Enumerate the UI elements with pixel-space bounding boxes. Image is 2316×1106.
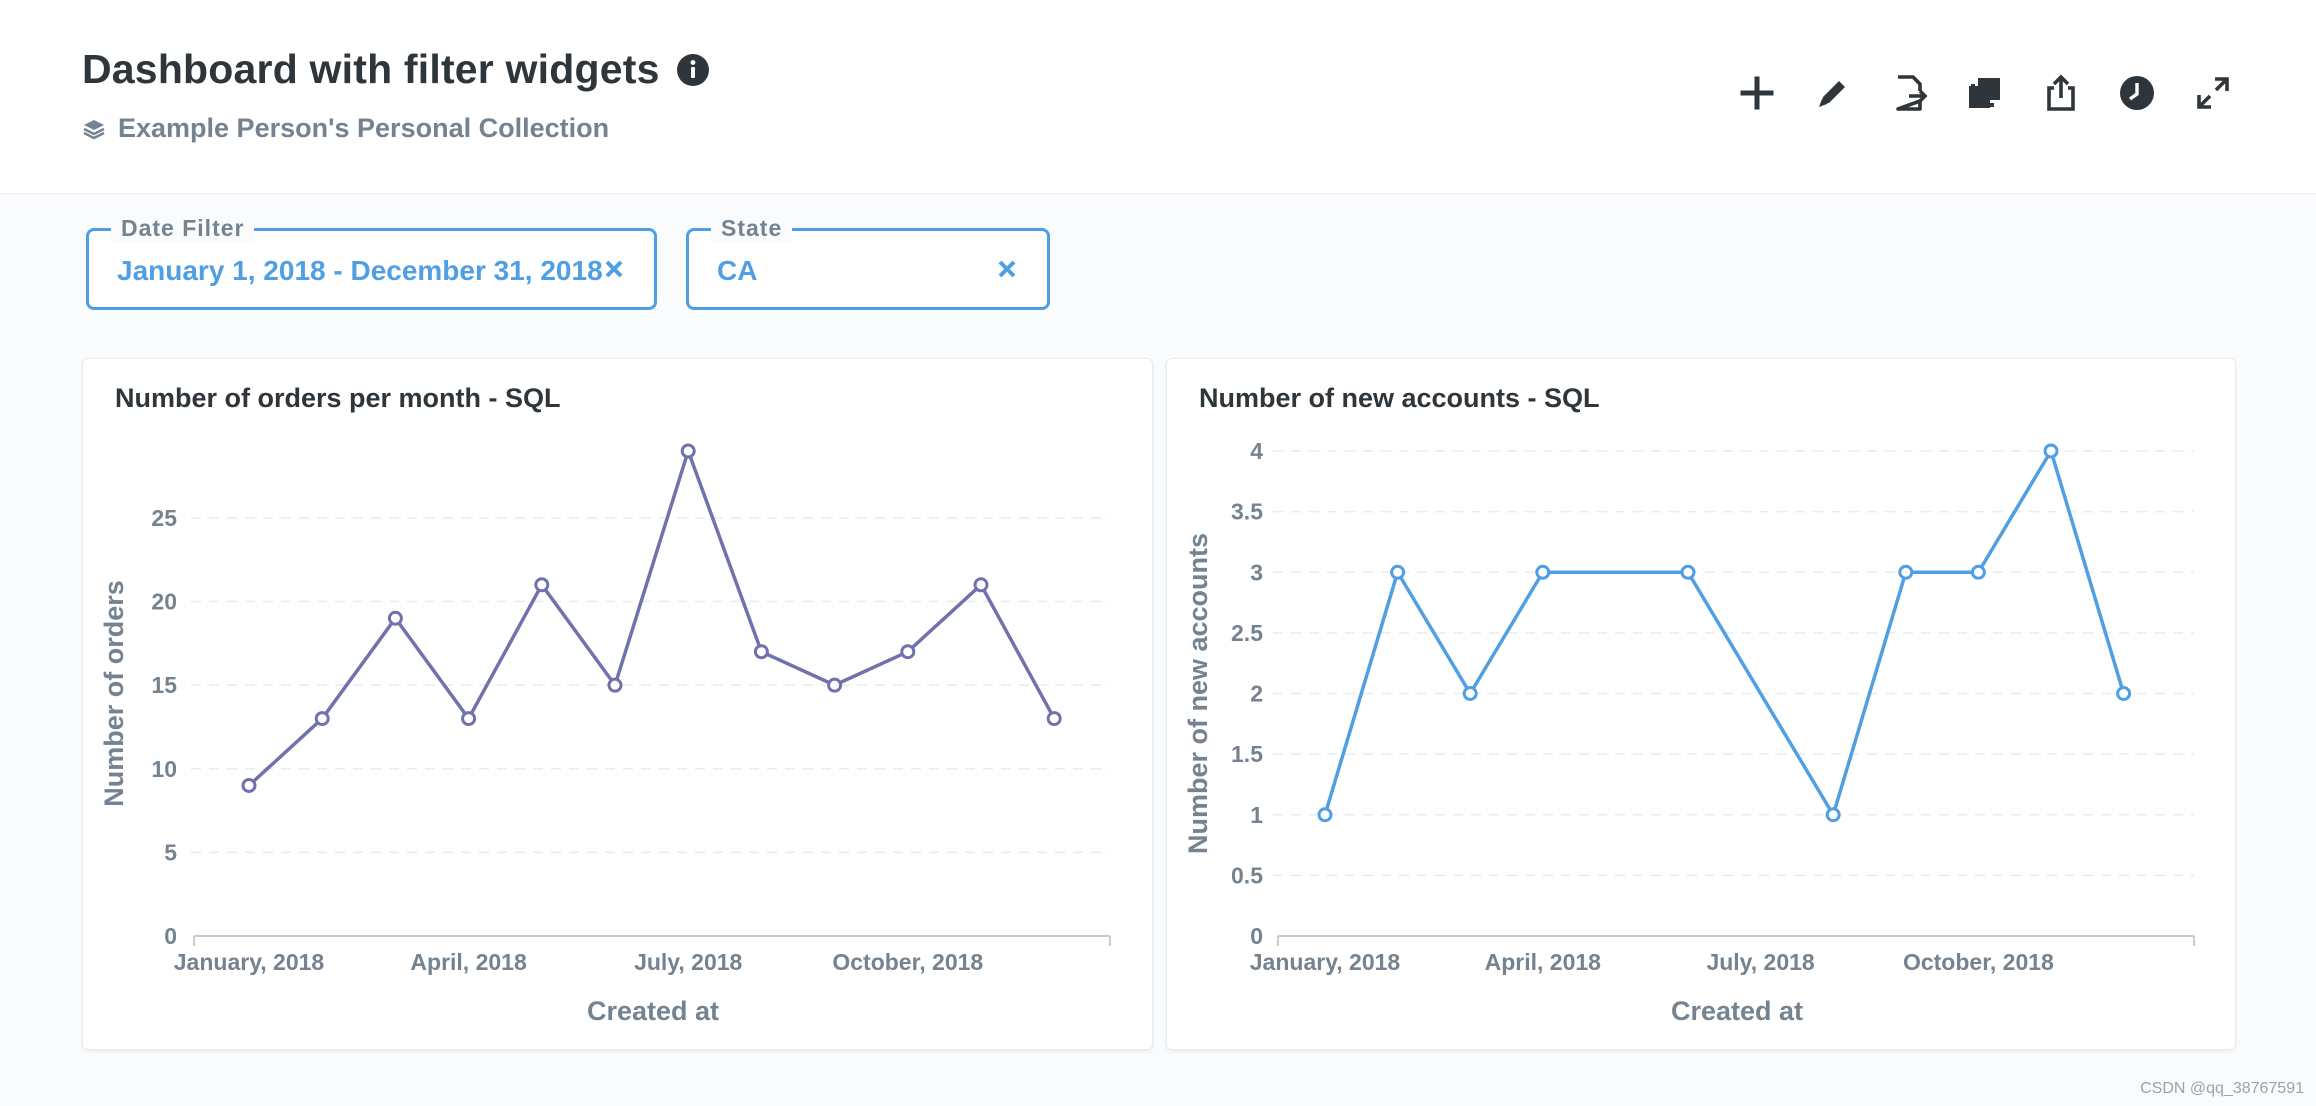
x-tick-label: April, 2018 [1485,949,1602,975]
data-point[interactable] [1825,807,1841,823]
duplicate-icon [1969,78,2000,108]
collection-name: Example Person's Personal Collection [118,113,610,143]
accounts-chart-card[interactable]: Number of new accounts - SQL 0 0.5 1 1.5 2 2.… [1166,358,2236,1050]
data-point[interactable] [1680,564,1696,580]
y-tick-label: 10 [151,756,177,782]
plus-icon [1740,76,1774,110]
auto-refresh-button[interactable] [2114,70,2160,116]
y-tick-label: 0 [164,923,177,949]
state-filter-widget[interactable]: State CA [686,215,1050,310]
orders-chart-card[interactable]: Number of orders per month - SQL 0 5 10 15 2… [82,358,1153,1050]
y-tick-label: 0 [1250,923,1263,949]
data-point[interactable] [1390,564,1406,580]
add-card-button[interactable] [1734,70,1780,116]
data-point[interactable] [2116,686,2132,701]
accounts-line-chart: 0 0.5 1 1.5 2 2.5 3 3.5 4 January, 2018 April, 201… [1183,438,2195,1026]
data-point[interactable] [314,711,330,727]
y-tick-label: 1.5 [1231,741,1263,767]
x-tick-label: July, 2018 [1706,949,1814,975]
watermark: CSDN @qq_38767591 [2140,1080,2304,1097]
y-tick-label: 5 [164,839,177,865]
date-filter-value[interactable]: January 1, 2018 - December 31, 2018 [117,255,603,286]
duplicate-button[interactable] [1962,70,2008,116]
collection-icon [82,117,106,141]
data-point[interactable] [1970,564,1986,580]
x-tick-label: July, 2018 [634,949,742,975]
fullscreen-icon [2197,77,2229,109]
data-point[interactable] [461,711,477,727]
fullscreen-button[interactable] [2190,70,2236,116]
edit-dashboard-button[interactable] [1810,70,1856,116]
pencil-icon [1819,81,1845,107]
close-icon [998,260,1016,278]
y-axis-label: Number of new accounts [1183,533,1213,854]
state-filter-label: State [711,215,793,242]
data-point[interactable] [2043,443,2059,459]
y-axis-label: Number of orders [99,580,129,807]
y-tick-label: 0.5 [1231,862,1263,888]
clock-icon [2120,76,2154,110]
data-point[interactable] [1462,686,1478,701]
orders-line-chart: 0 5 10 15 20 25 January, 2018 April, 2018 July, … [99,443,1111,1026]
data-point[interactable] [387,610,403,626]
y-tick-label: 3 [1250,559,1263,585]
data-point[interactable] [534,577,550,593]
date-filter-label: Date Filter [111,215,255,242]
data-point[interactable] [1898,564,1914,580]
y-tick-label: 2 [1250,681,1263,707]
data-point[interactable] [1046,711,1062,727]
export-button[interactable] [1886,70,1932,116]
dashboard-toolbar [1704,70,2236,116]
orders-chart-title[interactable]: Number of orders per month - SQL [115,383,561,413]
x-tick-label: October, 2018 [832,949,983,975]
dashboard-header: Dashboard with filter widgets Example Pe… [0,0,2316,194]
date-filter-widget[interactable]: Date Filter January 1, 2018 - December 3… [86,215,657,310]
title-row: Dashboard with filter widgets [82,46,710,93]
y-tick-label: 3.5 [1231,499,1263,525]
y-tick-label: 1 [1250,802,1263,828]
collection-breadcrumb[interactable]: Example Person's Personal Collection [82,113,609,144]
data-point[interactable] [753,644,769,660]
x-tick-label: January, 2018 [174,949,325,975]
x-tick-label: October, 2018 [1903,949,2054,975]
file-export-icon [1896,75,1928,111]
data-point[interactable] [1535,564,1551,580]
x-tick-label: April, 2018 [410,949,527,975]
data-point[interactable] [900,644,916,660]
y-tick-label: 2.5 [1231,620,1263,646]
x-axis-label: Created at [587,996,719,1026]
y-tick-label: 25 [151,505,177,531]
data-point[interactable] [1317,807,1333,823]
data-point[interactable] [241,777,257,793]
info-icon[interactable] [676,53,710,87]
accounts-chart-title[interactable]: Number of new accounts - SQL [1199,383,1600,413]
data-point[interactable] [607,677,623,693]
y-tick-label: 4 [1250,438,1263,464]
y-tick-label: 15 [151,672,177,698]
y-tick-label: 20 [151,589,177,615]
date-filter-clear-button[interactable] [600,255,628,283]
state-filter-value[interactable]: CA [717,255,758,286]
series-line [247,449,1056,787]
data-point[interactable] [973,577,989,593]
x-axis-label: Created at [1671,996,1803,1026]
share-button[interactable] [2038,70,2084,116]
state-filter-clear-button[interactable] [993,255,1021,283]
data-point[interactable] [827,677,843,693]
share-icon [2047,74,2075,111]
series-line [1323,449,2126,817]
x-tick-label: January, 2018 [1250,949,1401,975]
close-icon [605,260,623,278]
data-point[interactable] [680,443,696,459]
dashboard-title[interactable]: Dashboard with filter widgets [82,46,660,92]
